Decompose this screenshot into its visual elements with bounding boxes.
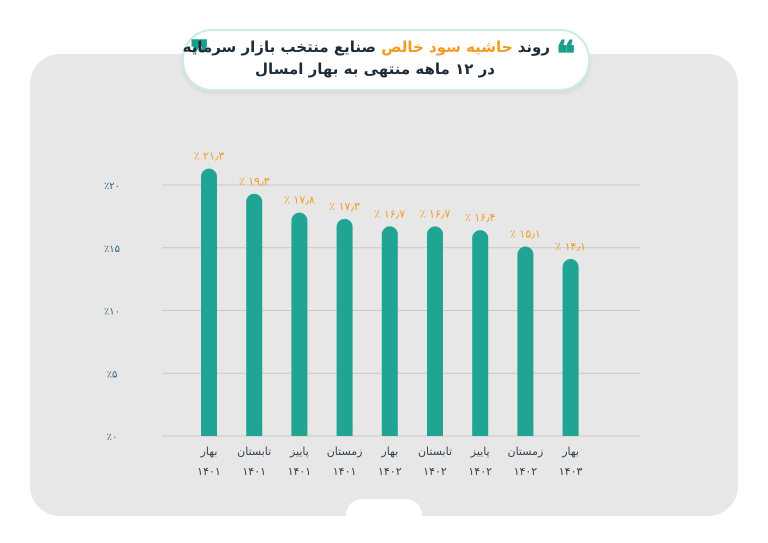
x-tick-label-season: پاییز [289,445,309,458]
close-quote-icon: ❞ [190,33,210,75]
x-tick-label-season: زمستان [327,445,363,458]
data-label: ٪ ۱۹٫۳ [239,175,270,188]
x-tick-label-season: زمستان [508,445,544,458]
y-tick-label: ٪۵ [107,369,118,380]
x-tick-label-year: ۱۴۰۲ [378,465,402,478]
title-accent: حاشیه سود خالص [381,38,513,56]
title-prefix: روند [517,38,550,56]
x-tick-label-season: پاییز [470,445,490,458]
x-tick-label-year: ۱۴۰۲ [514,465,538,478]
x-tick-label-season: تابستان [418,445,452,458]
bar [246,193,263,436]
open-quote-icon: ❝ [556,33,576,75]
bar-base [336,428,353,436]
title-suffix: صنایع منتخب بازار سرمایه [182,38,377,56]
data-label: ٪ ۱۷٫۳ [329,200,360,213]
x-tick-label-year: ۱۴۰۱ [242,465,266,478]
data-label: ٪ ۲۱٫۳ [194,150,225,163]
bar [472,230,489,436]
x-tick-label-year: ۱۴۰۲ [423,465,447,478]
bar-base [381,428,398,436]
x-tick-label-year: ۱۴۰۱ [197,465,221,478]
title-banner [182,29,590,91]
x-tick-label-year: ۱۴۰۱ [288,465,312,478]
bar-base [246,428,263,436]
bar [201,168,217,436]
y-tick-label: ٪۱۰ [104,307,120,318]
chart-subtitle: در ۱۲ ماهه منتهی به بهار امسال [255,60,495,78]
bar [517,246,534,436]
bar [291,212,308,436]
y-tick-label: ٪۲۰ [104,181,120,192]
x-tick-label-year: ۱۴۰۱ [333,465,357,478]
bar-base [472,428,489,436]
data-label: ٪ ۱۶٫۴ [465,211,496,224]
x-tick-label-season: بهار [200,445,218,458]
bar-base [562,428,579,436]
x-tick-label-season: تابستان [237,445,271,458]
x-tick-label-year: ۱۴۰۲ [468,465,492,478]
data-label: ٪ ۱۴٫۱ [555,240,586,253]
bar-base [291,428,308,436]
panel-notch [346,499,422,529]
chart-title: روند حاشیه سود خالص صنایع منتخب بازار سر… [183,38,550,56]
bar [427,226,443,436]
data-label: ٪ ۱۷٫۸ [284,194,315,207]
bar-base [517,428,534,436]
x-tick-label-year: ۱۴۰۳ [559,465,583,478]
data-label: ٪ ۱۶٫۷ [420,207,451,220]
y-tick-label: ٪۱۵ [104,244,120,255]
bar [336,218,353,436]
bar [562,259,579,436]
bar-base [427,428,443,436]
bar-base [201,428,217,436]
data-label: ٪ ۱۶٫۷ [374,207,405,220]
data-label: ٪ ۱۵٫۱ [510,227,541,240]
y-tick-label: ٪۰ [107,432,118,443]
x-tick-label-season: بهار [380,445,398,458]
bar [381,226,398,436]
x-tick-label-season: بهار [561,445,579,458]
